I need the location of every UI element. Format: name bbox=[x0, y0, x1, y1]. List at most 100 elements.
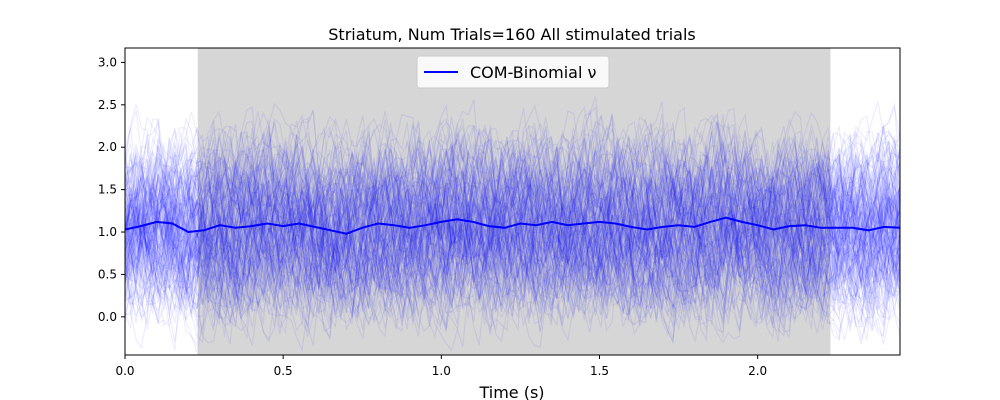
x-tick-label: 1.0 bbox=[432, 364, 451, 378]
trial-line bbox=[125, 195, 900, 337]
trial-line bbox=[125, 109, 900, 264]
trial-line bbox=[125, 121, 900, 272]
trial-line bbox=[125, 156, 900, 298]
trial-line bbox=[125, 141, 900, 277]
trial-line bbox=[125, 201, 900, 348]
trial-line bbox=[125, 99, 900, 257]
trial-line bbox=[125, 136, 900, 293]
trial-line bbox=[125, 143, 900, 277]
trial-line bbox=[125, 180, 900, 324]
trial-line bbox=[125, 160, 900, 312]
trial-line bbox=[125, 157, 900, 304]
trial-line bbox=[125, 178, 900, 333]
trial-line bbox=[125, 167, 900, 298]
trial-line bbox=[125, 191, 900, 331]
trial-line bbox=[125, 201, 900, 351]
y-tick-label: 2.5 bbox=[98, 98, 117, 112]
trial-line bbox=[125, 104, 900, 261]
y-tick-label: 1.0 bbox=[98, 225, 117, 239]
trial-line bbox=[125, 142, 900, 265]
trial-line bbox=[125, 196, 900, 342]
trial-line bbox=[125, 186, 900, 317]
trial-line bbox=[125, 106, 900, 257]
trial-line bbox=[125, 171, 900, 325]
trial-line bbox=[125, 139, 900, 297]
trial-line bbox=[125, 197, 900, 338]
trial-line bbox=[125, 125, 900, 276]
trial-line bbox=[125, 143, 900, 277]
trial-line bbox=[125, 122, 900, 279]
trial-line bbox=[125, 117, 900, 239]
trial-line bbox=[125, 131, 900, 277]
y-tick-label: 1.5 bbox=[98, 183, 117, 197]
trial-line bbox=[125, 169, 900, 309]
trial-line bbox=[125, 130, 900, 290]
trial-line bbox=[125, 192, 900, 330]
trial-line bbox=[125, 141, 900, 289]
trial-line bbox=[125, 110, 900, 249]
trial-line bbox=[125, 171, 900, 320]
trial-line bbox=[125, 142, 900, 281]
trial-line bbox=[125, 149, 900, 275]
trial-line bbox=[125, 118, 900, 267]
trial-line bbox=[125, 161, 900, 286]
trial-line bbox=[125, 147, 900, 297]
trial-line bbox=[125, 103, 900, 244]
trial-line bbox=[125, 172, 900, 302]
trial-line bbox=[125, 111, 900, 253]
trial-line bbox=[125, 129, 900, 278]
trial-line bbox=[125, 193, 900, 348]
trial-line bbox=[125, 193, 900, 339]
x-tick-label: 0.0 bbox=[115, 364, 134, 378]
trial-line bbox=[125, 156, 900, 314]
y-axis: 0.0 0.5 1.0 1.5 2.0 2.5 3.0 bbox=[98, 55, 125, 324]
trial-line bbox=[125, 135, 900, 282]
trial-line bbox=[125, 158, 900, 319]
trial-line bbox=[125, 138, 900, 290]
trial-line bbox=[125, 155, 900, 282]
trial-line bbox=[125, 103, 900, 270]
trial-line bbox=[125, 179, 900, 321]
x-axis-label: Time (s) bbox=[478, 383, 544, 400]
trial-line bbox=[125, 178, 900, 318]
trial-line bbox=[125, 147, 900, 304]
x-tick-label: 2.0 bbox=[748, 364, 767, 378]
legend: COM-Binomial ν bbox=[416, 55, 610, 89]
trial-line bbox=[125, 163, 900, 340]
trial-line bbox=[125, 202, 900, 341]
trial-line bbox=[125, 197, 900, 340]
trial-line bbox=[125, 152, 900, 274]
trial-line bbox=[125, 101, 900, 254]
legend-label: COM-Binomial ν bbox=[470, 63, 596, 82]
trial-line bbox=[125, 126, 900, 267]
trial-line bbox=[125, 170, 900, 315]
trial-line bbox=[125, 115, 900, 262]
trial-line bbox=[125, 171, 900, 313]
trial-line bbox=[125, 161, 900, 307]
trial-line bbox=[125, 176, 900, 318]
trial-line bbox=[125, 174, 900, 342]
trial-line bbox=[125, 190, 900, 344]
trial-line bbox=[125, 108, 900, 241]
trial-line bbox=[125, 196, 900, 340]
plot-frame bbox=[124, 47, 901, 356]
trial-line bbox=[125, 156, 900, 285]
trial-line bbox=[125, 205, 900, 342]
chart-title: Striatum, Num Trials=160 All stimulated … bbox=[328, 25, 695, 44]
trial-line bbox=[125, 145, 900, 280]
trial-line bbox=[125, 120, 900, 258]
trial-line bbox=[125, 171, 900, 314]
trial-line bbox=[125, 144, 900, 287]
trial-line bbox=[125, 143, 900, 289]
trial-line bbox=[125, 102, 900, 255]
x-axis: 0.0 0.5 1.0 1.5 2.0 bbox=[115, 355, 767, 378]
trial-line bbox=[125, 192, 900, 341]
trial-line bbox=[125, 165, 900, 311]
trial-line bbox=[125, 185, 900, 326]
trial-line bbox=[125, 181, 900, 328]
trial-line bbox=[125, 138, 900, 280]
trial-line bbox=[125, 113, 900, 241]
y-tick-label: 2.0 bbox=[98, 140, 117, 154]
trial-line bbox=[125, 125, 900, 256]
trial-line bbox=[125, 132, 900, 267]
